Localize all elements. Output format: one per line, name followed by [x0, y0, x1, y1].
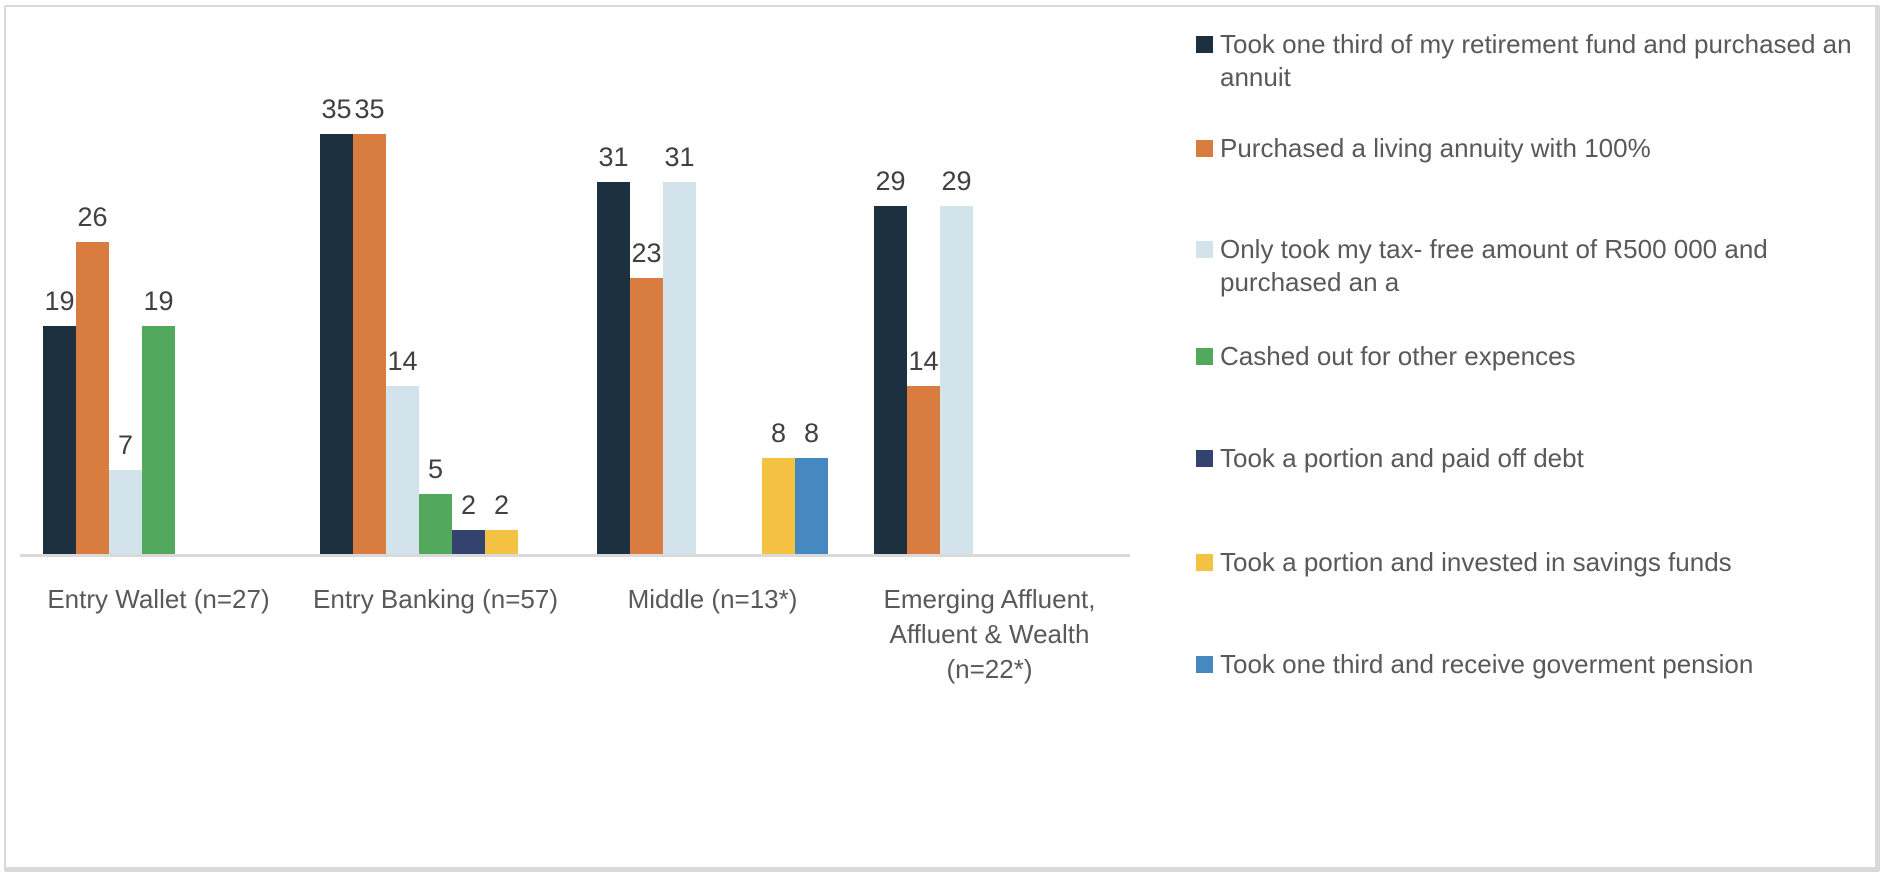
plot-area: 19 35 31 29 26 35 23 14 7 14 31 29 19 5 2 2 8 8: [20, 0, 1128, 554]
bar-value-label: 14: [387, 346, 418, 376]
bar: [419, 494, 452, 554]
category-label: Emerging Affluent, Affluent & Wealth (n=…: [883, 584, 1096, 684]
bar: [485, 530, 518, 554]
legend-label: Took one third and receive goverment pen…: [1220, 649, 1754, 679]
bar-value-label: 29: [875, 166, 906, 196]
legend-swatch: [1196, 36, 1213, 53]
bar: [109, 470, 142, 554]
legend-item: Took a portion and paid off debt: [1196, 442, 1584, 475]
bar: [142, 326, 175, 554]
legend-swatch: [1196, 348, 1213, 365]
legend-item: Cashed out for other expences: [1196, 340, 1576, 373]
legend-label: Only took my tax- free amount of R500 00…: [1220, 234, 1768, 297]
bar-value-label: 26: [77, 202, 108, 232]
legend-swatch: [1196, 241, 1213, 258]
legend-item: Purchased a living annuity with 100%: [1196, 132, 1651, 165]
bar: [663, 182, 696, 554]
category-label: Middle (n=13*): [627, 584, 798, 614]
category-axis: Entry Wallet (n=27) Entry Banking (n=57) M…: [0, 582, 1148, 762]
legend-swatch: [1196, 554, 1213, 571]
bar: [597, 182, 630, 554]
bar: [76, 242, 109, 554]
bar: [320, 134, 353, 554]
legend-swatch: [1196, 450, 1213, 467]
bar-value-label: 2: [460, 490, 477, 520]
legend-label: Took a portion and invested in savings f…: [1220, 547, 1732, 577]
bar: [940, 206, 973, 554]
bar-value-label: 23: [631, 238, 662, 268]
bar-value-label: 2: [493, 490, 510, 520]
legend-swatch: [1196, 656, 1213, 673]
legend-swatch: [1196, 140, 1213, 157]
legend-label: Took one third of my retirement fund and…: [1220, 29, 1852, 92]
bar: [795, 458, 828, 554]
bar-value-label: 14: [908, 346, 939, 376]
category-label: Entry Banking (n=57): [313, 584, 558, 614]
bar-value-label: 7: [117, 430, 134, 460]
legend-label: Cashed out for other expences: [1220, 341, 1576, 371]
bar: [386, 386, 419, 554]
bar-value-label: 19: [44, 286, 75, 316]
bar-value-label: 35: [354, 94, 385, 124]
bar: [762, 458, 795, 554]
legend-label: Purchased a living annuity with 100%: [1220, 133, 1651, 163]
bar-value-label: 19: [143, 286, 174, 316]
bar-value-label: 31: [598, 142, 629, 172]
legend: Took one third of my retirement fund and…: [1196, 0, 1872, 874]
legend-label: Took a portion and paid off debt: [1220, 443, 1584, 473]
bar-value-label: 35: [321, 94, 352, 124]
bar: [630, 278, 663, 554]
x-axis-line: [20, 554, 1130, 557]
bar: [353, 134, 386, 554]
bar-value-label: 31: [664, 142, 695, 172]
bar: [43, 326, 76, 554]
bar: [907, 386, 940, 554]
bar-value-label: 5: [427, 454, 444, 484]
legend-item: Took one third and receive goverment pen…: [1196, 648, 1753, 681]
legend-item: Only took my tax- free amount of R500 00…: [1196, 233, 1865, 299]
legend-item: Took one third of my retirement fund and…: [1196, 28, 1865, 94]
bar: [874, 206, 907, 554]
bar-value-label: 8: [803, 418, 820, 448]
legend-item: Took a portion and invested in savings f…: [1196, 546, 1732, 579]
bar-value-label: 8: [770, 418, 787, 448]
category-label: Entry Wallet (n=27): [47, 584, 270, 614]
bar-value-label: 29: [941, 166, 972, 196]
bar: [452, 530, 485, 554]
